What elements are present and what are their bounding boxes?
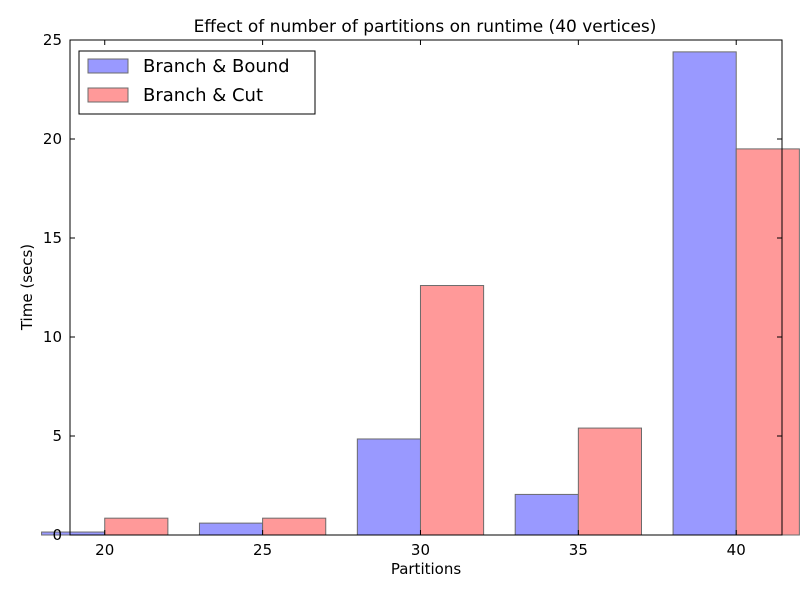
- x-tick-label: 40: [727, 541, 746, 559]
- bar: [104, 517, 169, 536]
- y-tick-label: 20: [43, 130, 62, 148]
- y-tick-label: 0: [52, 526, 62, 544]
- chart-title: Effect of number of partitions on runtim…: [194, 17, 657, 37]
- legend-label: Branch & Bound: [143, 56, 290, 77]
- plot-frame: [69, 39, 783, 536]
- bars-group: [41, 51, 800, 536]
- bar: [419, 285, 485, 536]
- axes-group: 20 25 30 35 40 0 5 10 15 20 25: [43, 31, 782, 559]
- x-tick-label: 25: [253, 541, 272, 559]
- bar: [514, 493, 579, 536]
- legend-swatch: [87, 58, 129, 74]
- x-tick-label: 20: [95, 541, 114, 559]
- x-tick-label: 35: [569, 541, 588, 559]
- x-tick-label: 30: [411, 541, 430, 559]
- bar: [356, 438, 421, 536]
- legend-label: Branch & Cut: [143, 85, 263, 106]
- y-tick-label: 5: [52, 427, 62, 445]
- bar: [577, 427, 642, 536]
- bar: [262, 517, 327, 536]
- x-axis-label: Partitions: [391, 560, 462, 578]
- y-tick-label: 25: [43, 31, 62, 49]
- legend-swatch: [87, 87, 129, 103]
- y-tick-label: 10: [43, 328, 62, 346]
- y-tick-label: 15: [43, 229, 62, 247]
- bar: [672, 51, 737, 536]
- y-axis-label: Time (secs): [18, 244, 36, 331]
- bar: [198, 522, 264, 536]
- legend: Branch & Bound Branch & Cut: [78, 50, 316, 115]
- bar: [735, 148, 800, 536]
